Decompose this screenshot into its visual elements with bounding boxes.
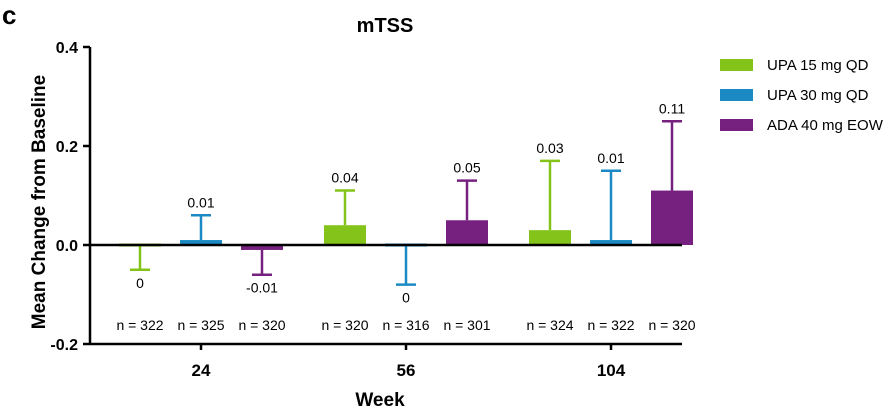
- data-label: 0: [136, 275, 144, 291]
- data-label: 0.03: [536, 140, 563, 156]
- bar: [180, 240, 222, 245]
- legend-entry-label: ADA 40 mg EOW: [767, 117, 884, 134]
- sample-size-label: n = 322: [587, 317, 634, 333]
- data-label: -0.01: [246, 280, 278, 296]
- data-label: 0.05: [453, 160, 480, 176]
- legend-entry-label: UPA 15 mg QD: [767, 57, 869, 74]
- x-tick-label: 24: [192, 361, 211, 380]
- plot-area: -0.2 0.0 0.2 0.4 0 n = 322 0.04 n = 320 0.03 n = …: [50, 40, 695, 380]
- sample-size-label: n = 325: [177, 317, 224, 333]
- x-tick-label: 56: [397, 361, 416, 380]
- y-tick-label: 0.0: [56, 238, 78, 255]
- chart-title: mTSS: [357, 15, 414, 37]
- sample-size-label: n = 320: [238, 317, 285, 333]
- bar: [324, 225, 366, 245]
- bar: [446, 220, 488, 245]
- bar: [241, 245, 283, 250]
- sample-size-label: n = 320: [321, 317, 368, 333]
- legend-swatch: [720, 59, 753, 71]
- data-label: 0: [402, 290, 410, 306]
- sample-size-label: n = 320: [648, 317, 695, 333]
- y-tick-label: 0.2: [56, 139, 78, 156]
- x-axis-title: Week: [355, 390, 405, 411]
- legend-swatch: [720, 89, 753, 101]
- legend: UPA 15 mg QD UPA 30 mg QD ADA 40 mg EOW: [720, 57, 884, 134]
- sample-size-label: n = 316: [382, 317, 429, 333]
- y-tick-label: -0.2: [50, 337, 78, 354]
- bar: [529, 230, 571, 245]
- sample-size-label: n = 324: [526, 317, 573, 333]
- y-tick-label: 0.4: [56, 40, 78, 57]
- x-tick-label: 104: [597, 361, 626, 380]
- sample-size-label: n = 322: [116, 317, 163, 333]
- bar: [590, 240, 632, 245]
- data-label: 0.04: [331, 170, 358, 186]
- data-label: 0.11: [659, 100, 685, 116]
- data-label: 0.01: [597, 150, 624, 166]
- legend-entry-label: UPA 30 mg QD: [767, 87, 869, 104]
- data-label: 0.01: [187, 194, 214, 210]
- legend-swatch: [720, 119, 753, 131]
- bar: [651, 190, 693, 245]
- panel-label: c: [2, 0, 16, 30]
- sample-size-label: n = 301: [443, 317, 490, 333]
- y-axis-title: Mean Change from Baseline: [29, 75, 50, 329]
